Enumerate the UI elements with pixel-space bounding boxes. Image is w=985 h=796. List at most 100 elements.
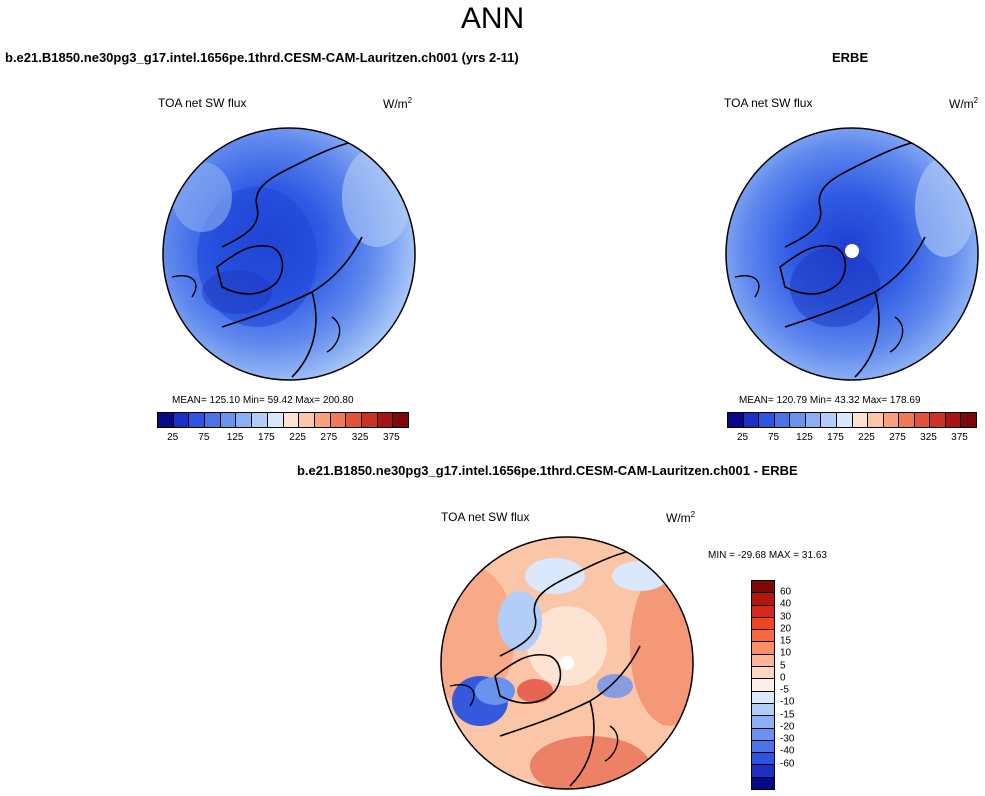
colorbar-swatch — [752, 654, 774, 668]
colorbar-swatch — [790, 413, 806, 427]
colorbar-swatch — [961, 413, 976, 427]
model-colorbar — [157, 412, 409, 428]
colorbar-swatch — [852, 413, 869, 427]
diff-stats: MIN = -29.68 MAX = 31.63 — [708, 550, 827, 561]
colorbar-tick-label: 275 — [320, 432, 338, 443]
colorbar-swatch — [205, 413, 221, 427]
colorbar-tick-label: -20 — [780, 721, 795, 733]
colorbar-tick-label: 5 — [780, 660, 786, 672]
main-title: ANN — [460, 2, 525, 35]
colorbar-tick-label: 225 — [858, 432, 875, 443]
colorbar-swatch — [752, 593, 774, 606]
colorbar-tick-label: 20 — [780, 623, 792, 635]
colorbar-swatch — [752, 728, 774, 741]
obs-stats: MEAN= 120.79 Min= 43.32 Max= 178.69 — [739, 395, 921, 406]
colorbar-tick-label: 275 — [889, 432, 906, 443]
colorbar-tick-label: 325 — [920, 432, 937, 443]
colorbar-swatch — [361, 413, 378, 427]
obs-variable-label: TOA net SW flux — [724, 96, 813, 110]
colorbar-swatch — [752, 753, 774, 766]
colorbar-swatch — [283, 413, 300, 427]
colorbar-swatch — [868, 413, 884, 427]
diff-panel-header: b.e21.B1850.ne30pg3_g17.intel.1656pe.1th… — [297, 463, 798, 478]
colorbar-tick-label: -10 — [780, 696, 795, 708]
colorbar-swatch — [945, 413, 962, 427]
colorbar-swatch — [173, 413, 190, 427]
colorbar-tick-label: 75 — [198, 432, 210, 443]
colorbar-swatch — [752, 691, 774, 704]
colorbar-tick-label: 375 — [383, 432, 400, 443]
colorbar-swatch — [914, 413, 931, 427]
colorbar-swatch — [346, 413, 362, 427]
colorbar-swatch — [836, 413, 853, 427]
obs-panel-header: ERBE — [832, 50, 869, 65]
colorbar-tick-label: -60 — [780, 758, 795, 770]
colorbar-swatch — [752, 679, 774, 692]
colorbar-swatch — [330, 413, 347, 427]
colorbar-tick-label: 125 — [796, 432, 813, 443]
colorbar-swatch — [899, 413, 915, 427]
obs-colorbar-ticks: 25 75 125 175 225 275 325 375 — [727, 432, 975, 444]
colorbar-swatch — [728, 413, 744, 427]
colorbar-swatch — [883, 413, 900, 427]
colorbar-tick-label: -30 — [780, 733, 795, 745]
colorbar-swatch — [774, 413, 791, 427]
colorbar-tick-label: -5 — [780, 684, 789, 696]
colorbar-swatch — [393, 413, 408, 427]
diff-units-label: W/m2 — [666, 510, 696, 525]
colorbar-tick-label: 325 — [351, 432, 369, 443]
colorbar-swatch — [267, 413, 284, 427]
diff-variable-label: TOA net SW flux — [441, 510, 530, 524]
obs-colorbar — [727, 412, 977, 428]
colorbar-swatch — [299, 413, 315, 427]
colorbar-tick-label: 175 — [258, 432, 275, 443]
colorbar-swatch — [752, 765, 774, 778]
colorbar-swatch — [314, 413, 331, 427]
model-colorbar-ticks: 25 75 125 175 225 275 325 375 — [157, 432, 407, 444]
colorbar-swatch — [236, 413, 253, 427]
colorbar-swatch — [752, 703, 774, 717]
colorbar-swatch — [821, 413, 837, 427]
model-variable-label: TOA net SW flux — [158, 96, 247, 110]
colorbar-tick-label: -40 — [780, 745, 795, 757]
model-panel-header: b.e21.B1850.ne30pg3_g17.intel.1656pe.1th… — [5, 50, 519, 65]
colorbar-tick-label: 75 — [767, 432, 780, 443]
colorbar-tick-label: 0 — [780, 672, 786, 684]
diff-colorbar — [751, 580, 775, 790]
colorbar-swatch — [752, 605, 774, 618]
colorbar-swatch — [752, 716, 774, 729]
colorbar-swatch — [752, 617, 774, 631]
colorbar-swatch — [377, 413, 394, 427]
colorbar-tick-label: 175 — [827, 432, 844, 443]
model-units-label: W/m2 — [383, 96, 413, 111]
colorbar-tick-label: -15 — [780, 709, 795, 721]
obs-polar-map — [725, 127, 979, 381]
colorbar-tick-label: 40 — [780, 598, 792, 610]
colorbar-swatch — [158, 413, 174, 427]
polar-gap-marker — [560, 656, 574, 670]
colorbar-swatch — [805, 413, 822, 427]
colorbar-swatch — [743, 413, 760, 427]
colorbar-swatch — [752, 630, 774, 643]
colorbar-tick-label: 30 — [780, 611, 792, 623]
colorbar-swatch — [752, 740, 774, 754]
colorbar-tick-label: 25 — [167, 432, 179, 443]
colorbar-swatch — [220, 413, 237, 427]
model-stats: MEAN= 125.10 Min= 59.42 Max= 200.80 — [172, 395, 354, 406]
colorbar-swatch — [752, 642, 774, 655]
model-polar-map — [162, 127, 416, 381]
colorbar-tick-label: 25 — [736, 432, 749, 443]
obs-units-label: W/m2 — [949, 96, 979, 111]
colorbar-swatch — [759, 413, 775, 427]
colorbar-tick-label: 10 — [780, 647, 792, 659]
colorbar-swatch — [752, 667, 774, 680]
colorbar-tick-label: 60 — [780, 586, 792, 598]
colorbar-swatch — [189, 413, 206, 427]
colorbar-tick-label: 225 — [289, 432, 306, 443]
colorbar-swatch — [752, 777, 774, 790]
polar-gap-marker — [845, 244, 859, 258]
colorbar-swatch — [930, 413, 946, 427]
colorbar-tick-label: 15 — [780, 635, 792, 647]
colorbar-swatch — [252, 413, 268, 427]
diff-colorbar-ticks: 60 40 30 20 15 10 5 0 -5 -10 -15 -20 -30 -40 -60 — [780, 580, 810, 788]
